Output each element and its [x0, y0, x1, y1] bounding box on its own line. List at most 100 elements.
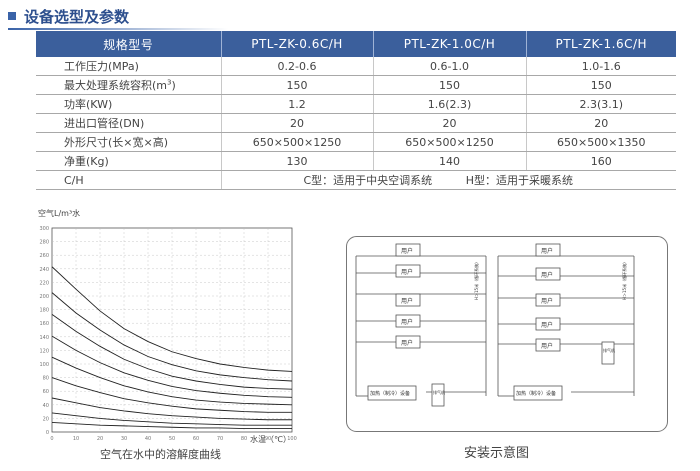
user-box	[395, 243, 421, 257]
header-model: 规格型号	[36, 31, 222, 57]
device-label: 排气机	[433, 389, 445, 395]
cell-value: 1.2	[221, 94, 374, 114]
chart-caption: 空气在水中的溶解度曲线	[100, 448, 221, 461]
cell-value: 150	[221, 75, 374, 95]
user-label: 用户	[541, 321, 553, 329]
right-diagram	[497, 255, 635, 397]
x-tick-label: 0	[50, 436, 53, 442]
user-box	[395, 335, 421, 349]
header-ptl-16: PTL-ZK-1.6C/H	[526, 31, 676, 57]
cell-value: 650×500×1350	[526, 132, 676, 152]
cell-value: 150	[526, 75, 676, 95]
x-tick-label: 60	[193, 436, 199, 442]
left-users: 用户 用户 用户 用户 用户 加热（制冷）设备 排气机 H＞15米（循环系统）	[367, 243, 479, 407]
height-note: H＞15米（循环系统）	[621, 260, 627, 300]
heater-label: 加热（制冷）设备	[516, 390, 556, 397]
y-tick-label: 0	[46, 430, 49, 436]
chart-curves	[51, 266, 293, 430]
row-label: 工作压力(MPa)	[36, 57, 222, 76]
user-box	[395, 314, 421, 328]
x-tick-label: 40	[145, 436, 151, 442]
header-ptl-10: PTL-ZK-1.0C/H	[373, 31, 527, 57]
cell-value: 20	[526, 113, 676, 133]
spec-table: 规格型号 PTL-ZK-0.6C/H PTL-ZK-1.0C/H PTL-ZK-…	[36, 31, 676, 190]
user-box	[535, 338, 561, 352]
user-label: 用户	[541, 342, 553, 350]
cell-value: 130	[221, 151, 374, 171]
table-row: 外形尺寸(长×宽×高) 650×500×1250 650×500×1250 65…	[36, 132, 676, 152]
series-line-2	[51, 292, 293, 382]
y-tick-label: 160	[39, 321, 49, 327]
series-line-3	[51, 313, 293, 390]
device-label: 排气机	[603, 347, 615, 353]
series-line-8	[51, 412, 292, 426]
user-label: 用户	[541, 247, 553, 255]
x-tick-label: 100	[287, 436, 297, 442]
spec-header-row: 规格型号 PTL-ZK-0.6C/H PTL-ZK-1.0C/H PTL-ZK-…	[36, 31, 676, 57]
cell-value: 20	[373, 113, 527, 133]
user-box	[535, 243, 561, 257]
title-underline	[8, 28, 228, 30]
y-tick-label: 100	[39, 362, 49, 368]
chart-xlabel: 水温（℃）	[250, 434, 291, 444]
user-box	[535, 293, 561, 307]
y-tick-label: 220	[39, 280, 49, 286]
cell-value: 0.2-0.6	[221, 57, 374, 76]
user-label: 用户	[541, 297, 553, 305]
cell-value: 0.6-1.0	[373, 57, 527, 76]
user-box	[395, 293, 421, 307]
chart-grid	[51, 227, 293, 433]
schematic-frame	[346, 236, 668, 432]
user-label: 用户	[401, 268, 413, 276]
section-title-text: 设备选型及参数	[24, 7, 130, 26]
y-tick-label: 20	[43, 416, 49, 422]
cell-value: 1.0-1.6	[526, 57, 676, 76]
c-type-note: C型：适用于中央空调系统	[303, 174, 433, 187]
device-box	[431, 383, 445, 407]
h-type-note: H型：适用于采暖系统	[465, 174, 573, 187]
left-diagram	[355, 255, 487, 397]
chart-x-ticks: 0 10 20 30 40 50 60 70 80 90 100	[50, 436, 296, 442]
user-label: 用户	[541, 271, 553, 279]
user-box	[395, 264, 421, 278]
row-label: 净重(Kg)	[36, 151, 222, 171]
user-label: 用户	[401, 318, 413, 326]
table-row: 功率(KW) 1.2 1.6(2.3) 2.3(3.1)	[36, 94, 676, 114]
user-box	[535, 267, 561, 281]
x-tick-label: 20	[97, 436, 103, 442]
y-tick-label: 180	[39, 308, 49, 314]
y-tick-label: 140	[39, 335, 49, 341]
user-label: 用户	[401, 339, 413, 347]
x-tick-label: 30	[121, 436, 127, 442]
table-row: 净重(Kg) 130 140 160	[36, 151, 676, 171]
y-tick-label: 200	[39, 294, 49, 300]
heater-box	[367, 385, 417, 401]
schematic-caption: 安装示意图	[464, 446, 530, 461]
y-tick-label: 40	[43, 403, 49, 409]
table-row: 工作压力(MPa) 0.2-0.6 0.6-1.0 1.0-1.6	[36, 57, 676, 76]
x-tick-label: 70	[217, 436, 223, 442]
table-row: 最大处理系统容积(m3) 150 150 150	[36, 75, 676, 95]
x-tick-label: 90	[265, 436, 271, 442]
table-row: C/H C型：适用于中央空调系统 H型：适用于采暖系统	[36, 170, 676, 190]
cell-value: 140	[373, 151, 527, 171]
series-line-7	[51, 397, 292, 421]
series-line-6	[51, 377, 292, 413]
user-box	[535, 317, 561, 331]
ch-note-cell: C型：适用于中央空调系统 H型：适用于采暖系统	[221, 170, 676, 190]
y-tick-label: 280	[39, 240, 49, 246]
cell-value: 1.6(2.3)	[373, 94, 527, 114]
row-label: 最大处理系统容积(m3)	[36, 75, 222, 95]
y-tick-label: 240	[39, 267, 49, 273]
row-label: 功率(KW)	[36, 94, 222, 114]
chart-y-ticks: 3002802602402202001801601401201008060402…	[39, 226, 49, 436]
row-label: 进出口管径(DN)	[36, 113, 222, 133]
cell-value: 20	[221, 113, 374, 133]
right-users: 用户 用户 用户 用户 用户 加热（制冷）设备 排气机 H＞15米（循环系统）	[513, 243, 627, 401]
row-label: C/H	[36, 170, 222, 190]
cell-value: 150	[373, 75, 527, 95]
series-line-5	[51, 356, 293, 406]
chart-ylabel: 空气L/m³水	[38, 208, 80, 218]
header-ptl-06: PTL-ZK-0.6C/H	[221, 31, 374, 57]
cell-value: 650×500×1250	[373, 132, 527, 152]
